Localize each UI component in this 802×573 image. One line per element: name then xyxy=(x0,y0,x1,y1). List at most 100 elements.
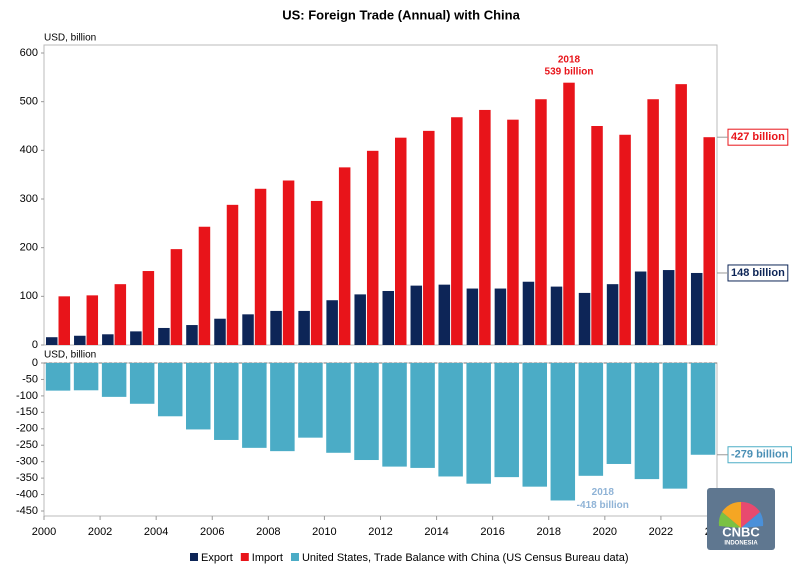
bar xyxy=(563,82,575,345)
bar xyxy=(270,310,282,345)
y-tick-label: -250 xyxy=(16,439,38,451)
x-tick-label: 2006 xyxy=(200,526,224,538)
y-tick-label: 600 xyxy=(20,47,38,59)
bar xyxy=(198,226,211,345)
bar xyxy=(662,363,688,489)
annotation-year: 2018 xyxy=(558,54,581,65)
bar xyxy=(310,200,323,345)
bar xyxy=(214,318,226,345)
bar xyxy=(466,363,491,484)
value-label: -418 billion xyxy=(577,500,629,511)
legend-label: United States, Trade Balance with China … xyxy=(302,552,629,564)
bar xyxy=(45,363,71,391)
bar xyxy=(522,363,548,487)
value-label: -279 billion xyxy=(731,449,789,461)
bar xyxy=(214,363,239,440)
bar xyxy=(606,363,632,464)
plot-frame xyxy=(43,44,718,346)
bar xyxy=(535,99,547,345)
x-tick-label: 2002 xyxy=(88,526,112,538)
y-tick-label: -200 xyxy=(16,423,38,435)
x-tick-label: 2016 xyxy=(480,526,504,538)
logo-petal xyxy=(718,512,741,528)
bar xyxy=(662,270,675,345)
bar xyxy=(675,84,687,345)
bar xyxy=(382,363,407,467)
x-tick-label: 2004 xyxy=(144,526,168,538)
logo-petal xyxy=(741,512,764,528)
y-unit-label: USD, billion xyxy=(44,33,96,44)
bar xyxy=(158,327,170,345)
bar xyxy=(703,137,715,345)
bar xyxy=(102,334,114,345)
bar xyxy=(395,137,407,345)
x-tick-label: 2022 xyxy=(649,526,673,538)
y-tick-label: 400 xyxy=(20,144,38,156)
bar xyxy=(226,204,239,345)
bar xyxy=(270,363,295,452)
bar xyxy=(410,285,423,345)
logo-text: CNBC xyxy=(722,524,760,539)
bar xyxy=(354,363,379,461)
bar xyxy=(690,363,716,455)
value-label: 148 billion xyxy=(731,267,785,279)
bar xyxy=(326,363,351,453)
legend-label: Export xyxy=(201,552,233,564)
bar xyxy=(591,126,603,345)
bar xyxy=(326,300,338,345)
x-tick-label: 2018 xyxy=(537,526,561,538)
bar xyxy=(382,290,394,345)
bar xyxy=(494,288,507,345)
y-unit-label: USD, billion xyxy=(44,350,96,361)
bar xyxy=(58,296,70,345)
bar xyxy=(74,335,86,345)
legend-swatch xyxy=(190,553,198,561)
x-tick-label: 2012 xyxy=(368,526,392,538)
bar xyxy=(578,363,604,476)
bar xyxy=(522,281,535,345)
bar xyxy=(86,295,99,345)
bar xyxy=(366,150,379,345)
y-tick-label: -150 xyxy=(16,406,38,418)
legend-swatch xyxy=(290,553,299,561)
chart-title: US: Foreign Trade (Annual) with China xyxy=(282,7,520,22)
y-tick-label: 500 xyxy=(20,96,38,108)
y-tick-label: -400 xyxy=(16,488,38,500)
bar xyxy=(466,288,479,345)
y-tick-label: 200 xyxy=(20,242,38,254)
bar xyxy=(634,271,647,345)
bar xyxy=(690,272,703,345)
y-tick-label: 100 xyxy=(20,290,38,302)
value-label: 427 billion xyxy=(731,131,785,143)
bar xyxy=(338,167,351,345)
bar xyxy=(114,284,127,345)
y-tick-label: -350 xyxy=(16,472,38,484)
y-tick-label: 300 xyxy=(20,193,38,205)
x-tick-label: 2008 xyxy=(256,526,280,538)
bar xyxy=(254,188,267,345)
bar xyxy=(130,331,142,345)
x-tick-label: 2010 xyxy=(312,526,336,538)
bar xyxy=(479,109,491,345)
bar xyxy=(186,325,198,345)
bar xyxy=(438,284,451,345)
bar xyxy=(142,271,155,345)
bar xyxy=(129,363,155,404)
bar xyxy=(186,363,211,430)
bar xyxy=(578,292,591,345)
bar xyxy=(354,294,366,345)
bar xyxy=(423,130,435,345)
annotation-year: 2018 xyxy=(592,487,615,498)
x-tick-label: 2014 xyxy=(424,526,448,538)
bar xyxy=(73,363,99,391)
logo-petal xyxy=(741,501,760,528)
bar xyxy=(242,314,254,345)
logo-text: INDONESIA xyxy=(724,541,758,547)
bar xyxy=(606,284,619,345)
bar xyxy=(101,363,127,397)
bar xyxy=(46,337,58,345)
bar xyxy=(298,363,323,438)
y-tick-label: -450 xyxy=(16,505,38,517)
bar xyxy=(451,117,463,346)
